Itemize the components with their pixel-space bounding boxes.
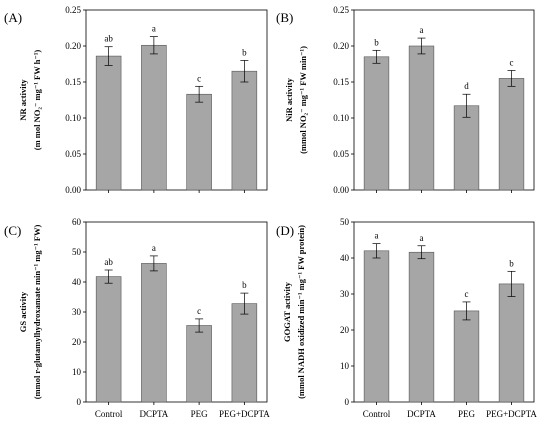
chart-panel-3: (C) GS activity (mmol r-glutamylhydroxamat… [4, 217, 270, 419]
plot-frame [353, 9, 535, 191]
y-tick-label: 30 [340, 289, 350, 299]
y-tick-label: 0.10 [333, 113, 349, 123]
y-tick-label: 0.25 [333, 5, 349, 15]
bar-peg [453, 105, 480, 191]
bar-peg-dcpta [498, 283, 525, 403]
y-tick-label: 40 [72, 277, 82, 287]
bar-peg-dcpta [498, 78, 525, 191]
y-axis-label: GOGAT activity [282, 281, 292, 342]
bar-control [95, 276, 122, 403]
y-axis-label-units: (mmol r-glutamylhydroxamate min⁻¹ mg⁻¹ F… [32, 225, 42, 400]
y-tick-label: 20 [340, 325, 350, 335]
panel-label: (D) [276, 223, 294, 238]
y-tick-label: 50 [72, 247, 82, 257]
bar-control [95, 55, 122, 191]
x-category-label: PEG+DCPTA [486, 409, 537, 419]
plot-frame [85, 9, 268, 191]
bar-control [363, 250, 390, 403]
y-axis-label: NR activity [18, 79, 28, 121]
y-axis-label-units: (mmol NADH oxidized min⁻¹ mg⁻¹ FW protei… [296, 225, 306, 399]
bar-peg [186, 325, 212, 403]
x-category-label: PEG+DCPTA [219, 409, 270, 419]
panel-label: (C) [4, 223, 21, 238]
y-axis-label: NiR activity [284, 77, 294, 121]
x-category-label: DCPTA [139, 409, 168, 419]
significance-letter: c [197, 73, 201, 83]
y-tick-label: 40 [340, 253, 350, 263]
significance-letter: a [152, 243, 156, 253]
significance-letter: b [242, 47, 247, 57]
bar-dcpta [408, 45, 435, 191]
y-tick-label: 0.15 [333, 77, 349, 87]
x-category-label: Control [363, 409, 391, 419]
bar-peg-dcpta [231, 70, 258, 191]
y-tick-label: 0.00 [65, 185, 81, 195]
significance-letter: c [465, 289, 469, 299]
y-axis-label: GS activity [18, 291, 28, 332]
significance-letter: d [464, 81, 469, 91]
significance-letter: b [374, 37, 379, 47]
x-category-label: PEG [458, 409, 476, 419]
y-axis-label-units: (mmol NO₂⁻ mg⁻¹ FW min⁻¹) [298, 46, 308, 154]
significance-letter: a [152, 24, 156, 34]
significance-letter: ab [104, 257, 113, 267]
significance-letter: a [420, 25, 424, 35]
significance-letter: b [242, 280, 247, 290]
y-tick-label: 10 [72, 367, 82, 377]
plot-frame [353, 221, 535, 403]
significance-letter: c [510, 57, 514, 67]
bar-control [363, 56, 390, 191]
y-axis-label-units: (m mol NO₂⁻ mg⁻¹ FW h⁻¹) [32, 50, 42, 151]
significance-letter: c [197, 306, 201, 316]
significance-letter: ab [104, 34, 113, 44]
y-tick-label: 0.00 [333, 185, 349, 195]
y-tick-label: 0.20 [333, 41, 349, 51]
significance-letter: a [420, 233, 424, 243]
chart-panel-1: (A) NR activity (m mol NO₂⁻ mg⁻¹ FW h⁻¹) 0.… [4, 5, 268, 195]
y-tick-label: 0.05 [333, 149, 349, 159]
x-category-label: DCPTA [407, 409, 436, 419]
y-tick-label: 30 [72, 307, 82, 317]
bar-dcpta [141, 44, 167, 191]
y-tick-label: 0 [77, 397, 82, 407]
x-category-label: Control [95, 409, 123, 419]
y-tick-label: 10 [340, 361, 350, 371]
bar-peg [186, 93, 212, 191]
significance-letter: a [375, 231, 379, 241]
y-tick-label: 50 [340, 217, 350, 227]
y-tick-label: 0 [345, 397, 350, 407]
significance-letter: b [509, 258, 514, 268]
y-tick-label: 0.25 [65, 5, 81, 15]
bar-peg [453, 310, 480, 403]
y-tick-label: 0.20 [65, 41, 81, 51]
y-tick-label: 0.05 [65, 149, 81, 159]
panel-label: (B) [276, 10, 293, 25]
y-tick-label: 20 [72, 337, 82, 347]
bar-dcpta [141, 263, 167, 403]
y-tick-label: 0.10 [65, 113, 81, 123]
panel-label: (A) [4, 10, 22, 25]
chart-panel-4: (D) GOGAT activity (mmol NADH oxidized min… [276, 217, 537, 419]
bar-peg-dcpta [231, 303, 258, 403]
y-tick-label: 60 [72, 217, 82, 227]
chart-panel-2: (B) NiR activity (mmol NO₂⁻ mg⁻¹ FW min⁻¹)… [276, 5, 535, 195]
x-category-label: PEG [191, 409, 209, 419]
bar-dcpta [408, 251, 435, 403]
y-tick-label: 0.15 [65, 77, 81, 87]
